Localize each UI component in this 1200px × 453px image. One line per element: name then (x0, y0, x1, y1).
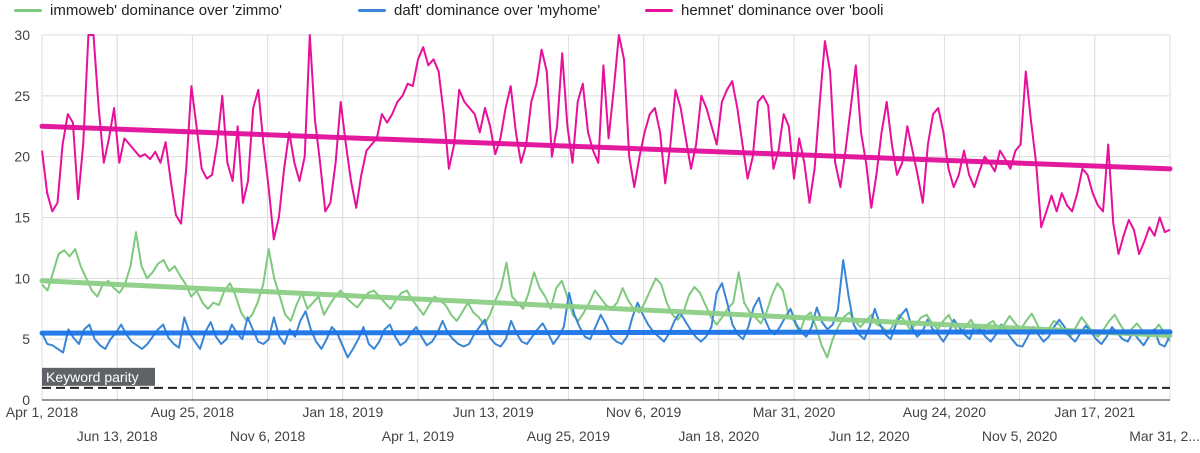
legend-swatch-daft (358, 9, 386, 12)
legend-label-immoweb: immoweb' dominance over 'zimmo' (50, 2, 283, 19)
legend-label-daft: daft' dominance over 'myhome' (394, 2, 601, 19)
series-line-2 (41, 34, 1171, 255)
grid (41, 34, 1171, 401)
trend-line-1 (39, 329, 1173, 336)
y-tick-label: 25 (14, 88, 30, 104)
x-tick-label: Jun 12, 2020 (829, 428, 910, 444)
y-tick-label: 10 (14, 270, 30, 286)
x-tick-label: Jun 13, 2018 (77, 428, 158, 444)
x-tick-label: Jun 13, 2019 (453, 404, 534, 420)
series-layer (39, 34, 1173, 359)
x-tick-label: Nov 6, 2019 (606, 404, 682, 420)
series-line-0 (41, 231, 1171, 359)
x-tick-label: Jan 17, 2021 (1054, 404, 1135, 420)
axes: 0 5 10 15 20 25 30 Apr 1, 2018 Jun 13, 2018 Aug 2… (6, 27, 1200, 444)
x-tick-label: Nov 6, 2018 (230, 428, 306, 444)
x-tick-label: Mar 31, 2... (1129, 428, 1200, 444)
y-tick-label: 15 (14, 210, 30, 226)
x-tick-label: Mar 31, 2020 (753, 404, 836, 420)
y-tick-label: 30 (14, 27, 30, 43)
legend-item-daft[interactable]: daft' dominance over 'myhome' (358, 2, 600, 19)
x-tick-label: Aug 24, 2020 (903, 404, 987, 420)
x-tick-label: Aug 25, 2018 (151, 404, 235, 420)
x-tick-label: Apr 1, 2019 (382, 428, 455, 444)
x-tick-label: Apr 1, 2018 (6, 404, 79, 420)
legend: immoweb' dominance over 'zimmo' daft' do… (0, 0, 1200, 24)
legend-item-immoweb[interactable]: immoweb' dominance over 'zimmo' (14, 2, 282, 19)
legend-item-hemnet[interactable]: hemnet' dominance over 'booli (645, 2, 884, 19)
legend-swatch-hemnet (645, 9, 673, 12)
parity-label: Keyword parity (46, 369, 139, 385)
y-tick-label: 20 (14, 149, 30, 165)
x-tick-label: Jan 18, 2019 (302, 404, 383, 420)
y-tick-label: 5 (22, 331, 30, 347)
legend-swatch-immoweb (14, 9, 42, 12)
reference-layer: Keyword parity (42, 367, 1170, 389)
trend-line-2 (39, 123, 1173, 172)
legend-label-hemnet: hemnet' dominance over 'booli (681, 2, 884, 19)
x-tick-label: Jan 18, 2020 (678, 428, 759, 444)
parity-label-bg (42, 367, 155, 386)
y-tick-label: 0 (22, 392, 30, 408)
x-tick-label: Aug 25, 2019 (527, 428, 611, 444)
trend-line-0 (39, 278, 1173, 339)
x-tick-label: Nov 5, 2020 (982, 428, 1058, 444)
